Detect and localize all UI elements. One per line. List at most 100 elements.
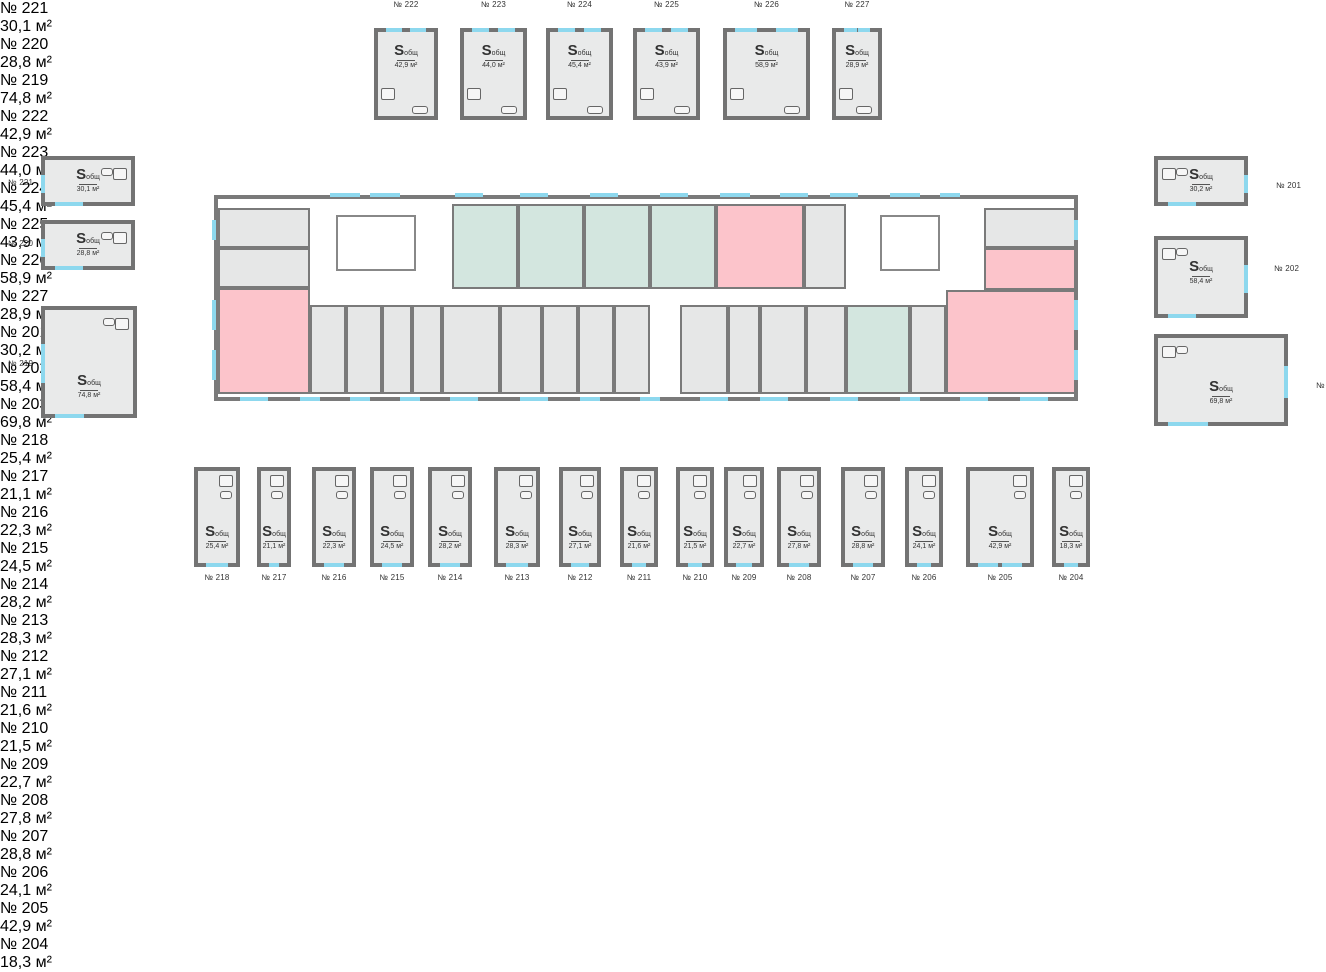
bottom-apartment-card[interactable]: Sобщ 28,2 м² — [428, 467, 472, 567]
divider — [915, 541, 933, 542]
bottom-apartment-card[interactable]: Sобщ 21,5 м² — [676, 467, 714, 567]
sink-icon — [519, 475, 533, 487]
plan-apartment-208[interactable] — [728, 305, 760, 394]
window-marker — [212, 220, 216, 240]
plan-apartment-227[interactable] — [804, 204, 846, 289]
apartment-tag: № 217 21,1 м² — [0, 468, 1326, 504]
bottom-apartment-card[interactable]: Sобщ 21,1 м² — [257, 467, 291, 567]
top-apartment-card[interactable]: Sобщ 28,9 м² — [832, 28, 882, 120]
window-marker — [400, 397, 420, 401]
window-marker — [919, 563, 931, 567]
plan-apartment-201[interactable] — [984, 208, 1076, 248]
plan-apartment-213[interactable] — [500, 305, 542, 394]
right-apartment-card[interactable]: Sобщ 69,8 м² — [1154, 334, 1288, 426]
area-label: Sобщ 58,9 м² — [727, 42, 806, 69]
bottom-apartment-card[interactable]: Sобщ 42,9 м² — [966, 467, 1034, 567]
plan-apartment-220[interactable] — [218, 248, 310, 288]
area-label: Sобщ 21,5 м² — [680, 523, 710, 550]
plan-apartment-225[interactable] — [650, 204, 716, 289]
window-marker — [212, 300, 216, 330]
plan-apartment-216[interactable] — [382, 305, 412, 394]
plan-apartment-203[interactable] — [946, 290, 1076, 394]
apartment-tag: № 212 27,1 м² — [0, 648, 1326, 684]
plan-apartment-206[interactable] — [806, 305, 846, 394]
divider — [657, 60, 676, 61]
window-marker — [1284, 365, 1288, 398]
sink-icon — [640, 88, 654, 100]
bottom-apartment-card[interactable]: Sобщ 22,7 м² — [724, 467, 764, 567]
bottom-apartment-card[interactable]: Sобщ 24,1 м² — [905, 467, 943, 567]
plan-apartment-218[interactable] — [310, 305, 346, 394]
window-marker — [55, 414, 84, 418]
window-marker — [382, 563, 396, 567]
window-marker — [240, 397, 268, 401]
apartment-number: № 209 — [731, 573, 757, 582]
window-marker — [440, 563, 454, 567]
plan-apartment-212[interactable] — [542, 305, 578, 394]
plan-apartment-224[interactable] — [584, 204, 650, 289]
plan-apartment-211[interactable] — [578, 305, 614, 394]
tag-area: 25,4 м² — [0, 450, 52, 467]
sink-icon — [800, 475, 814, 487]
plan-apartment-209[interactable] — [680, 305, 728, 394]
window-marker — [520, 193, 548, 197]
plan-apartment-204[interactable] — [910, 305, 946, 394]
bottom-apartment-card[interactable]: Sобщ 24,5 м² — [370, 467, 414, 567]
area-symbol: Sобщ — [316, 523, 352, 540]
bottom-apartment-card[interactable]: Sобщ 27,1 м² — [559, 467, 601, 567]
window-marker — [386, 28, 402, 32]
window-marker — [776, 28, 798, 32]
bottom-apartment-card[interactable]: Sобщ 18,3 м² — [1052, 467, 1090, 567]
right-apartment-card[interactable]: Sобщ 30,2 м² — [1154, 156, 1248, 206]
bathtub-icon — [101, 232, 113, 240]
window-marker — [645, 28, 662, 32]
tag-area: 24,1 м² — [0, 882, 52, 899]
window-marker — [960, 397, 988, 401]
top-apartment-card[interactable]: Sобщ 45,4 м² — [546, 28, 613, 120]
plan-apartment-202[interactable] — [984, 248, 1076, 290]
top-apartment-card[interactable]: Sобщ 42,9 м² — [374, 28, 438, 120]
area-symbol: Sобщ — [624, 523, 654, 540]
left-apartment-card[interactable]: Sобщ 30,1 м² — [41, 156, 135, 206]
s-subscript: общ — [664, 50, 679, 57]
plan-apartment-210[interactable] — [614, 305, 650, 394]
apartment-number: № 219 — [8, 359, 34, 368]
apartment-tag: № 220 28,8 м² — [0, 36, 1326, 72]
plan-apartment-222[interactable] — [452, 204, 518, 289]
top-apartment-card[interactable]: Sобщ 43,9 м² — [633, 28, 700, 120]
left-apartment-card[interactable]: Sобщ 28,8 м² — [41, 220, 135, 270]
plan-apartment-226[interactable] — [716, 204, 804, 289]
left-apartment-card[interactable]: Sобщ 74,8 м² — [41, 306, 137, 418]
plan-apartment-217[interactable] — [346, 305, 382, 394]
bottom-apartment-card[interactable]: Sобщ 28,3 м² — [494, 467, 540, 567]
window-marker — [388, 563, 402, 567]
top-apartment-card[interactable]: Sобщ 58,9 м² — [723, 28, 810, 120]
s-letter: S — [654, 42, 665, 59]
window-marker — [206, 563, 220, 567]
apartment-area: 18,3 м² — [1059, 543, 1083, 550]
bottom-apartment-card[interactable]: Sобщ 22,3 м² — [312, 467, 356, 567]
window-marker — [350, 397, 370, 401]
apartment-number: № 225 — [653, 0, 680, 9]
plan-apartment-223[interactable] — [518, 204, 584, 289]
plan-apartment-205[interactable] — [846, 305, 910, 394]
plan-apartment-219[interactable] — [218, 288, 310, 394]
plan-apartment-221[interactable] — [218, 208, 310, 248]
s-subscript: общ — [272, 531, 286, 538]
plan-apartment-207[interactable] — [760, 305, 806, 394]
bottom-apartment-card[interactable]: Sобщ 27,8 м² — [777, 467, 821, 567]
apartment-area: 30,2 м² — [1189, 186, 1213, 193]
bottom-apartment-card[interactable]: Sобщ 28,8 м² — [841, 467, 885, 567]
plan-apartment-214[interactable] — [442, 305, 500, 394]
apartment-number: № 205 — [987, 573, 1013, 582]
top-apartment-card[interactable]: Sобщ 44,0 м² — [460, 28, 527, 120]
bottom-apartment-card[interactable]: Sобщ 21,6 м² — [620, 467, 658, 567]
apartment-number: № 203 — [1316, 381, 1326, 390]
apartment-number: № 202 — [1274, 264, 1300, 273]
plan-apartment-215[interactable] — [412, 305, 442, 394]
bathtub-icon — [801, 491, 813, 499]
bottom-apartment-card[interactable]: Sобщ 25,4 м² — [194, 467, 240, 567]
right-apartment-card[interactable]: Sобщ 58,4 м² — [1154, 236, 1248, 318]
window-marker — [890, 193, 920, 197]
apartment-number: № 223 — [480, 0, 507, 9]
